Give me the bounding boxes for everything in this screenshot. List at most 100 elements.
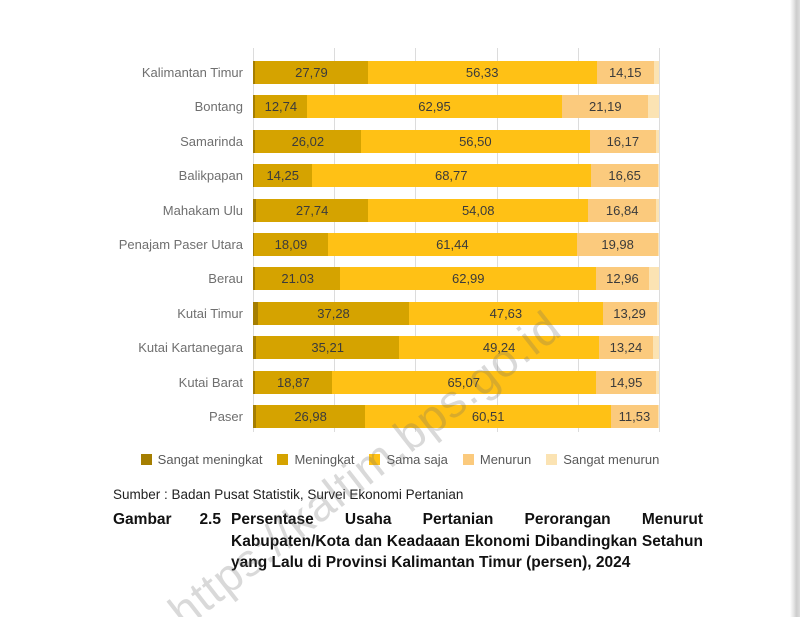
category-label: Berau bbox=[208, 271, 243, 287]
category-label: Mahakam Ulu bbox=[162, 202, 243, 218]
legend-swatch-icon bbox=[140, 454, 152, 465]
bar-segment: 16,65 bbox=[590, 164, 659, 188]
bar-segment: 21.03 bbox=[255, 267, 341, 291]
bar-segment bbox=[253, 61, 256, 84]
legend-item: Sangat menurun bbox=[546, 452, 659, 467]
bar-segment bbox=[253, 164, 254, 188]
caption-label-word: Gambar bbox=[113, 511, 172, 528]
bar-segment: 14,25 bbox=[253, 164, 312, 188]
bar-segment: 49,24 bbox=[399, 336, 600, 360]
bar-segment: 56,50 bbox=[360, 129, 591, 153]
category-label: Kutai Timur bbox=[177, 305, 243, 321]
source-text: Sumber : Badan Pusat Statistik, Survei E… bbox=[113, 487, 464, 502]
bar-segment: 47,63 bbox=[409, 301, 603, 325]
bar-segment: 14,95 bbox=[595, 370, 657, 394]
bar-segment: 27,74 bbox=[255, 198, 369, 222]
category-label: Kutai Kartanegara bbox=[138, 340, 243, 356]
legend-swatch-icon bbox=[546, 454, 558, 465]
legend-label: Sangat menurun bbox=[563, 452, 660, 467]
category-label: Kutai Barat bbox=[178, 374, 243, 390]
figure-caption: Gambar 2.5 Persentase Usaha Pertanian Pe… bbox=[113, 509, 703, 574]
bar-row: 12,74 62,95 21,19 bbox=[253, 95, 659, 119]
page-edge-strip bbox=[790, 0, 800, 617]
legend-item: Sangat meningkat bbox=[140, 452, 263, 467]
chart-legend: Sangat meningkat Meningkat Sama saja Menuru… bbox=[108, 452, 692, 467]
bar-segment: 21,19 bbox=[562, 95, 649, 119]
bar-row: 21.03 62,99 12,96 bbox=[253, 267, 659, 291]
bar-segment: 37,28 bbox=[257, 301, 410, 325]
legend-swatch-icon bbox=[369, 454, 381, 465]
legend-label: Menurun bbox=[479, 452, 532, 467]
bar-segment: 62,95 bbox=[306, 95, 563, 119]
bar-segment bbox=[253, 336, 257, 360]
bar-segment: 68,77 bbox=[311, 164, 591, 188]
bar-segment: 35,21 bbox=[256, 336, 400, 360]
bar-segment: 13,29 bbox=[602, 301, 657, 325]
bar-segment bbox=[253, 370, 256, 394]
bar-segment bbox=[253, 198, 256, 222]
legend-swatch-icon bbox=[277, 454, 289, 465]
category-label: Bontang bbox=[194, 99, 243, 115]
figure-caption-text: Persentase Usaha Pertanian Perorangan Me… bbox=[231, 511, 703, 572]
bar-segment bbox=[652, 336, 659, 360]
legend-item: Meningkat bbox=[277, 452, 354, 467]
bar-segment: 18,09 bbox=[254, 233, 328, 256]
legend-label: Meningkat bbox=[294, 452, 355, 467]
bar-segment: 26,98 bbox=[255, 405, 366, 428]
caption-label-number: 2.5 bbox=[199, 511, 221, 528]
bar-segment: 16,17 bbox=[590, 129, 656, 153]
bar-segment: 19,98 bbox=[577, 233, 659, 256]
bar-segment bbox=[253, 129, 256, 153]
bar-segment bbox=[648, 267, 659, 291]
bar-segment: 11,53 bbox=[611, 405, 658, 428]
bar-segment bbox=[653, 61, 659, 84]
bar-segment: 18,87 bbox=[255, 370, 332, 394]
legend-label: Sangat meningkat bbox=[157, 452, 263, 467]
bar-segment: 16,84 bbox=[588, 198, 657, 222]
gridline-100 bbox=[659, 48, 660, 432]
bar-segment bbox=[656, 370, 659, 394]
bar-segment bbox=[253, 267, 256, 291]
legend-swatch-icon bbox=[462, 454, 474, 465]
bar-segment bbox=[657, 405, 659, 428]
figure-caption-label: Gambar 2.5 bbox=[113, 509, 231, 574]
bar-segment: 60,51 bbox=[365, 405, 612, 428]
bar-segment: 61,44 bbox=[327, 233, 578, 256]
legend-item: Menurun bbox=[462, 452, 532, 467]
bar-row: 14,25 68,77 16,65 bbox=[253, 164, 659, 188]
bar-row: 26,98 60,51 11,53 bbox=[253, 405, 659, 428]
category-label: Paser bbox=[209, 409, 243, 424]
bar-segment bbox=[253, 95, 256, 119]
category-label: Penajam Paser Utara bbox=[118, 237, 243, 252]
bar-segment: 12,96 bbox=[596, 267, 649, 291]
bar-segment: 14,15 bbox=[596, 61, 654, 84]
bar-row: 18,87 65,07 14,95 bbox=[253, 370, 659, 394]
category-label: Samarinda bbox=[180, 133, 243, 149]
bar-row: 37,28 47,63 13,29 bbox=[253, 301, 659, 325]
bar-segment: 13,24 bbox=[599, 336, 653, 360]
category-label: Balikpapan bbox=[178, 168, 243, 184]
bar-segment bbox=[656, 301, 659, 325]
category-label: Kalimantan Timur bbox=[141, 65, 243, 80]
bar-row: 27,74 54,08 16,84 bbox=[253, 198, 659, 222]
bar-segment bbox=[658, 164, 659, 188]
bar-row: 26,02 56,50 16,17 bbox=[253, 129, 659, 153]
bar-segment bbox=[253, 405, 256, 428]
bar-segment bbox=[253, 301, 258, 325]
bar-segment bbox=[655, 129, 659, 153]
bar-segment bbox=[658, 233, 659, 256]
bar-segment: 26,02 bbox=[255, 129, 361, 153]
bar-row: 18,09 61,44 19,98 bbox=[253, 233, 659, 256]
bar-segment bbox=[648, 95, 659, 119]
bar-segment: 12,74 bbox=[255, 95, 307, 119]
bar-row: 27,79 56,33 14,15 bbox=[253, 61, 659, 84]
legend-item: Sama saja bbox=[369, 452, 448, 467]
bar-segment: 62,99 bbox=[340, 267, 597, 291]
bar-segment: 27,79 bbox=[255, 61, 368, 84]
bar-row: 35,21 49,24 13,24 bbox=[253, 336, 659, 360]
bar-segment bbox=[253, 233, 255, 256]
bar-segment bbox=[656, 198, 659, 222]
bar-segment: 54,08 bbox=[368, 198, 588, 222]
bar-segment: 65,07 bbox=[331, 370, 596, 394]
